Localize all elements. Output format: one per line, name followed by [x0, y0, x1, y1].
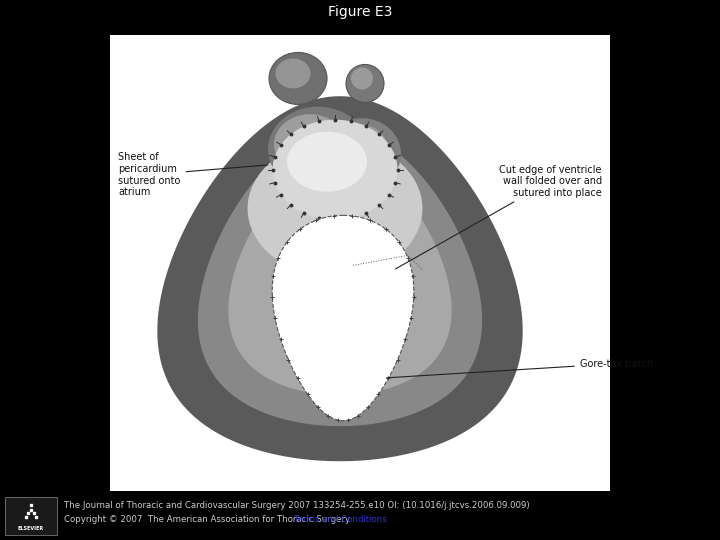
Ellipse shape	[276, 58, 310, 89]
Text: ELSEVIER: ELSEVIER	[18, 526, 44, 531]
Ellipse shape	[274, 114, 346, 174]
Bar	[110, 35, 610, 491]
Text: Copyright © 2007  The American Association for Thoracic Surgery: Copyright © 2007 The American Associatio…	[64, 515, 353, 523]
Ellipse shape	[269, 52, 327, 104]
Polygon shape	[158, 96, 523, 461]
Text: Cut edge of ventricle
wall folded over and
sutured into place: Cut edge of ventricle wall folded over a…	[395, 165, 602, 269]
FancyBboxPatch shape	[5, 497, 57, 535]
Text: Gore-tex patch: Gore-tex patch	[387, 359, 653, 378]
Ellipse shape	[346, 64, 384, 103]
Ellipse shape	[272, 120, 397, 220]
Ellipse shape	[268, 107, 368, 192]
Ellipse shape	[323, 118, 401, 190]
Text: The Journal of Thoracic and Cardiovascular Surgery 2007 133254-255.e10 OI: (10.1: The Journal of Thoracic and Cardiovascul…	[64, 502, 530, 510]
Polygon shape	[198, 130, 482, 426]
Ellipse shape	[287, 132, 367, 192]
Ellipse shape	[333, 124, 387, 174]
Text: Sheet of
pericardium
sutured onto
atrium: Sheet of pericardium sutured onto atrium	[118, 152, 268, 197]
Ellipse shape	[351, 68, 373, 90]
Text: Figure E3: Figure E3	[328, 5, 392, 19]
Polygon shape	[272, 215, 414, 421]
Text: Terms and Conditions: Terms and Conditions	[294, 515, 387, 523]
Polygon shape	[228, 158, 451, 395]
Ellipse shape	[248, 140, 423, 277]
